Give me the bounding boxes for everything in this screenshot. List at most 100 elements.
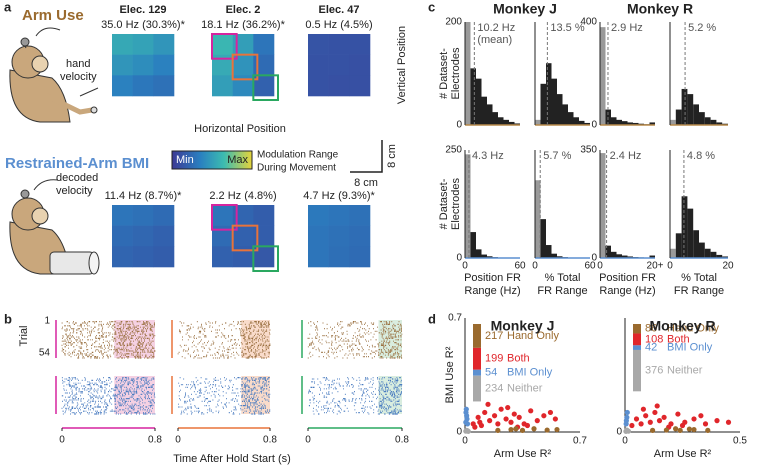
- legend-bar: [633, 333, 641, 346]
- point: [714, 418, 720, 424]
- legend-name: Hand Only: [507, 330, 559, 342]
- heatmap-cell: [153, 34, 175, 55]
- histogram-bar: [693, 230, 699, 258]
- y-tick-label: 0: [616, 427, 622, 438]
- legend-name: Both: [507, 353, 530, 365]
- histogram-bar: [476, 249, 482, 258]
- heatmap-cell: [253, 246, 275, 268]
- x-tick-label: 0: [175, 435, 181, 446]
- heatmap-cell: [328, 54, 350, 76]
- histogram-bar: [568, 112, 574, 125]
- x-tick-label: 0: [597, 261, 603, 272]
- point: [677, 427, 683, 433]
- heatmap-cell: [153, 54, 175, 76]
- x-tick-label: 0: [622, 436, 628, 447]
- decoded-label: velocity: [56, 185, 93, 197]
- histogram-bar: [551, 253, 557, 258]
- x-tick-label: 0: [667, 261, 673, 272]
- heatmap-cell: [112, 225, 133, 247]
- point: [633, 416, 640, 422]
- x-label: Time After Hold Start (s): [173, 453, 291, 465]
- heatmap-cell: [349, 225, 371, 247]
- point: [464, 416, 470, 422]
- legend-count: 42: [645, 342, 657, 354]
- highlight-box: [231, 53, 259, 81]
- point: [691, 426, 697, 433]
- legend-bar: [633, 324, 641, 334]
- histogram-bar: [681, 196, 688, 258]
- point: [624, 409, 630, 416]
- histogram-bar: [573, 117, 579, 125]
- histogram-bar: [600, 153, 606, 258]
- point: [485, 401, 491, 407]
- point: [647, 419, 653, 425]
- arm-title: Arm Use: [22, 7, 84, 24]
- histogram-bar: [627, 256, 633, 258]
- trial-tick: 54: [39, 348, 51, 359]
- histogram-bar: [675, 233, 682, 258]
- trial-label: Trial: [18, 326, 30, 347]
- point: [638, 421, 644, 427]
- heatmap-cell: [153, 75, 175, 97]
- scale-label: 8 cm: [354, 177, 378, 189]
- chart-title: Monkey R: [627, 1, 693, 17]
- spike-raster: [178, 377, 271, 415]
- histogram-bar: [557, 256, 563, 258]
- point: [495, 421, 501, 427]
- legend-bar: [633, 345, 641, 350]
- electrode-name: Elec. 47: [319, 4, 360, 16]
- x-tick-label: 0: [532, 261, 538, 272]
- point: [691, 416, 697, 422]
- point: [503, 416, 509, 422]
- histogram-bar: [465, 22, 471, 125]
- histogram-bar: [579, 120, 585, 125]
- bmi-title: Restrained-Arm BMI: [5, 155, 149, 172]
- histogram-bar: [498, 117, 504, 125]
- heatmap-cell: [253, 54, 275, 76]
- highlight-box: [252, 245, 279, 272]
- legend-name: BMI Only: [667, 342, 713, 354]
- heatmap-cell: [132, 225, 154, 247]
- point: [477, 419, 483, 425]
- histogram-bar: [481, 254, 487, 258]
- y-label: # Dataset-: [438, 178, 450, 229]
- point: [624, 427, 630, 433]
- point: [547, 409, 554, 416]
- highlight-box: [211, 204, 238, 231]
- histogram-bar: [540, 83, 546, 125]
- histogram-bar: [710, 119, 717, 125]
- heatmap-cell: [132, 54, 154, 76]
- x-tick-label: 0: [59, 435, 65, 446]
- histogram-bar: [551, 78, 557, 125]
- histogram-bar: [704, 248, 711, 258]
- point: [464, 421, 471, 427]
- histogram-bar: [670, 248, 676, 258]
- y-tick-label: 400: [580, 17, 597, 28]
- legend-name: Neither: [667, 365, 703, 377]
- x-label: FR Range: [537, 285, 587, 297]
- x-label: Arm Use R²: [654, 448, 712, 460]
- point: [725, 419, 732, 425]
- point: [463, 409, 469, 416]
- monkey-bmi: [9, 189, 100, 275]
- point: [534, 418, 540, 424]
- histogram-bar: [546, 63, 552, 125]
- histogram-bar: [503, 119, 509, 125]
- point: [661, 414, 667, 420]
- point: [516, 414, 522, 420]
- heatmap-cell: [253, 225, 275, 247]
- arrow: [33, 179, 59, 191]
- point: [531, 426, 537, 432]
- point: [554, 426, 560, 433]
- x-tick-label: 0: [462, 436, 468, 447]
- heatmap-cell: [112, 75, 133, 97]
- histogram-bar: [514, 123, 520, 125]
- chart-title: Monkey J: [493, 1, 557, 17]
- x-tick-label: 0.8: [395, 435, 409, 446]
- heatmap-cell: [308, 34, 329, 55]
- heatmap-cell: [232, 225, 254, 247]
- highlight-box: [231, 224, 259, 252]
- heatmap-cell: [153, 225, 175, 247]
- heatmap-cell: [349, 205, 371, 226]
